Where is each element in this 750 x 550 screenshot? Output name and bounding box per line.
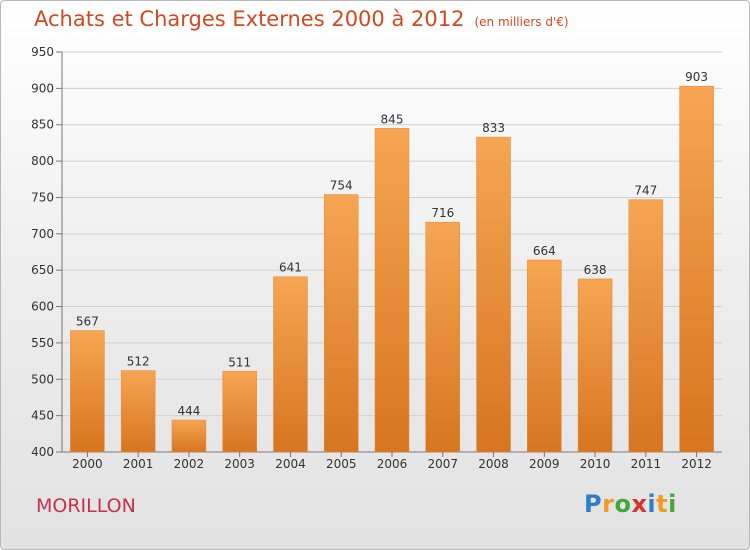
chart-title: Achats et Charges Externes 2000 à 2012 <box>34 7 465 31</box>
y-tick-label: 700 <box>31 227 54 241</box>
x-tick-label: 2004 <box>275 457 306 471</box>
logo-letter: P <box>584 490 603 518</box>
chart-title-block: Achats et Charges Externes 2000 à 2012 (e… <box>34 7 569 31</box>
logo-letter: i <box>668 490 677 518</box>
bar <box>425 221 461 453</box>
bar-value-label: 444 <box>177 404 200 418</box>
logo-letter: i <box>647 490 657 518</box>
x-tick-label: 2002 <box>174 457 205 471</box>
y-tick-label: 850 <box>31 118 54 132</box>
bar-value-label: 567 <box>76 315 99 329</box>
x-tick-label: 2009 <box>529 457 560 471</box>
x-tick-label: 2012 <box>681 457 712 471</box>
bar-value-label: 833 <box>482 121 505 135</box>
logo-letter: r <box>602 490 615 518</box>
chart-unit: (en milliers d'€) <box>474 15 569 29</box>
bar <box>70 330 105 453</box>
x-tick-label: 2008 <box>478 457 509 471</box>
x-tick-label: 2006 <box>377 457 408 471</box>
commune-name: MORILLON <box>36 495 136 517</box>
y-tick-label: 800 <box>31 154 54 168</box>
bar-value-label: 754 <box>330 179 353 193</box>
x-tick-label: 2007 <box>427 457 458 471</box>
bar <box>628 199 664 453</box>
bar-value-label: 747 <box>634 184 657 198</box>
y-tick-label: 400 <box>31 445 54 459</box>
y-tick-label: 650 <box>31 263 54 277</box>
bar <box>527 259 562 453</box>
bar <box>222 371 257 453</box>
bar-value-label: 903 <box>685 70 708 84</box>
logo-letter: o <box>614 490 632 518</box>
proxiti-logo: Proxiti <box>584 490 677 518</box>
y-tick-label: 550 <box>31 336 54 350</box>
bar <box>273 276 308 453</box>
bar-value-label: 511 <box>228 355 251 369</box>
y-tick-label: 900 <box>31 81 54 95</box>
bar-value-label: 641 <box>279 261 302 275</box>
x-tick-label: 2005 <box>326 457 357 471</box>
bar-value-label: 512 <box>127 355 150 369</box>
bar-value-label: 716 <box>431 206 454 220</box>
bar-value-label: 638 <box>584 263 607 277</box>
y-tick-label: 500 <box>31 372 54 386</box>
bar-value-label: 664 <box>533 244 556 258</box>
y-tick-label: 450 <box>31 409 54 423</box>
bar <box>476 136 511 453</box>
bar <box>120 370 156 453</box>
bar <box>171 419 207 453</box>
logo-letter: x <box>631 490 648 518</box>
y-tick-label: 750 <box>31 190 54 204</box>
bar <box>577 278 613 453</box>
x-tick-label: 2011 <box>631 457 662 471</box>
x-tick-label: 2000 <box>72 457 103 471</box>
bar <box>323 194 359 453</box>
bar <box>679 85 714 453</box>
bar-value-label: 845 <box>381 112 404 126</box>
y-tick-label: 950 <box>31 45 54 59</box>
logo-letter: t <box>656 490 669 518</box>
x-tick-label: 2003 <box>224 457 255 471</box>
x-tick-label: 2001 <box>123 457 154 471</box>
bar <box>374 128 410 453</box>
x-tick-label: 2010 <box>580 457 611 471</box>
y-tick-label: 600 <box>31 300 54 314</box>
